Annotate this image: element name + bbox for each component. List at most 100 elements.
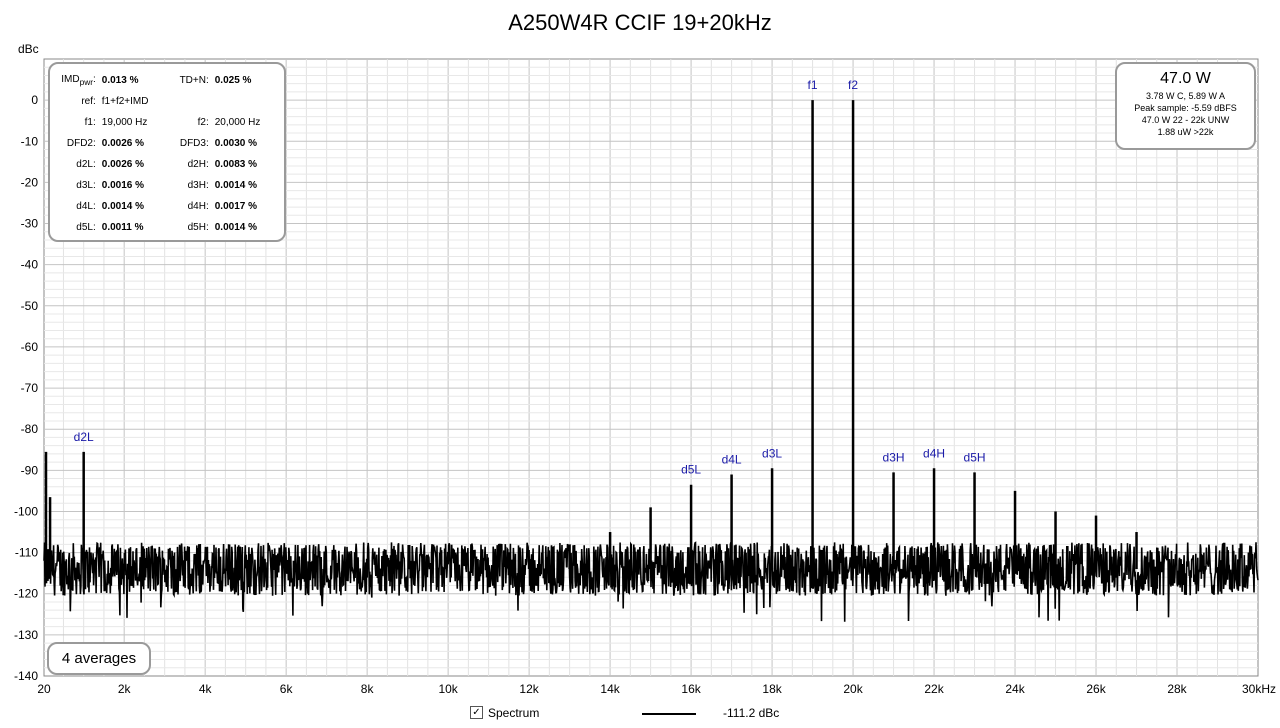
stats-key: d4L:	[76, 201, 96, 212]
stats-key: DFD3:	[179, 138, 209, 149]
stats-value: 19,000 Hz	[101, 117, 148, 128]
power-line-4: 1.88 uW >22k	[1157, 127, 1214, 137]
stats-value: 0.0014 %	[214, 222, 258, 233]
chart-title: A250W4R CCIF 19+20kHz	[508, 10, 772, 35]
stats-key: d3H:	[187, 180, 209, 191]
y-tick-label: -50	[21, 299, 39, 313]
x-tick-label: 18k	[762, 682, 782, 696]
y-tick-label: -100	[14, 504, 38, 518]
y-tick-label: -130	[14, 628, 38, 642]
stats-value: 0.013 %	[101, 75, 139, 86]
stats-row: IMDpwr: 0.013 % TD+N: 0.025 %	[54, 70, 284, 91]
stats-key: d3L:	[76, 180, 96, 191]
x-tick-label: 6k	[280, 682, 294, 696]
stats-value: 0.0026 %	[101, 159, 145, 170]
y-tick-label: -20	[21, 175, 39, 189]
x-tick-label: 26k	[1086, 682, 1106, 696]
stats-key: f1:	[84, 117, 96, 128]
stats-value: 0.0030 %	[214, 138, 258, 149]
peak-label: d4H	[923, 446, 945, 460]
peak-label: d5L	[681, 463, 701, 477]
peak-labels: d2L d5L d4L d3L f1 f2 d3H d4H d5H	[74, 78, 986, 477]
peak-label: f2	[848, 78, 858, 92]
legend: ✓ Spectrum -111.2 dBc	[470, 705, 810, 723]
stats-key: IMDpwr:	[54, 70, 102, 91]
stats-key: d2L:	[76, 159, 96, 170]
stats-value: f1+f2+IMD	[101, 96, 149, 107]
stats-row: f1: 19,000 Hz f2: 20,000 Hz	[54, 112, 284, 133]
y-tick-label: -70	[21, 381, 39, 395]
stats-key-main: IMD	[61, 74, 80, 85]
y-axis-ticks: 0 -10 -20 -30 -40 -50 -60 -70 -80 -90 -100 -110 -120…	[14, 93, 38, 683]
legend-line-swatch	[642, 713, 696, 715]
x-tick-label: 20	[37, 682, 51, 696]
x-tick-label: 20k	[843, 682, 863, 696]
spectrum-series	[43, 100, 1259, 622]
stats-value: 0.0016 %	[101, 180, 145, 191]
x-tick-label: 2k	[118, 682, 132, 696]
stats-key: d5H:	[187, 222, 209, 233]
stats-key: d4H:	[187, 201, 209, 212]
averages-badge: 4 averages	[47, 642, 151, 675]
y-tick-label: -140	[14, 669, 38, 683]
power-panel: 47.0 W 3.78 W C, 5.89 W A Peak sample: -…	[1115, 62, 1256, 150]
stats-row: d5L: 0.0011 % d5H: 0.0014 %	[54, 217, 284, 238]
stats-key: d2H:	[187, 159, 209, 170]
peak-label: d3H	[883, 450, 905, 464]
y-tick-label: -30	[21, 217, 39, 231]
power-line-1: 3.78 W C, 5.89 W A	[1145, 91, 1226, 101]
stats-row: d3L: 0.0016 % d3H: 0.0014 %	[54, 175, 284, 196]
stats-row: DFD2: 0.0026 % DFD3: 0.0030 %	[54, 133, 284, 154]
legend-series-name: Spectrum	[488, 706, 540, 720]
stats-key	[163, 91, 214, 112]
stats-value: 0.0017 %	[214, 201, 258, 212]
stats-value: 0.0014 %	[214, 180, 258, 191]
x-axis-ticks: 20 2k 4k 6k 8k 10k 12k 14k 16k 18k 20k 22k 24k 26k 28k…	[37, 682, 1276, 696]
stats-value: 0.0011 %	[101, 222, 144, 233]
stats-value: 0.0014 %	[101, 201, 145, 212]
stats-value	[215, 91, 284, 112]
y-axis-label: dBc	[18, 42, 39, 56]
y-tick-label: -60	[21, 340, 39, 354]
x-tick-label: 22k	[924, 682, 944, 696]
power-value: 47.0 W	[1160, 70, 1211, 87]
peak-label: d2L	[74, 430, 94, 444]
y-tick-label: -110	[15, 546, 38, 560]
stats-key: ref:	[81, 96, 96, 107]
stats-key-tail: :	[92, 74, 96, 85]
stats-row: d2L: 0.0026 % d2H: 0.0083 %	[54, 154, 284, 175]
spectrum-checkbox[interactable]: ✓	[470, 706, 483, 719]
x-tick-label: 10k	[438, 682, 458, 696]
y-tick-label: -120	[14, 587, 38, 601]
power-line-3: 47.0 W 22 - 22k UNW	[1141, 115, 1230, 125]
stats-key: DFD2:	[66, 138, 96, 149]
peak-label: d3L	[762, 446, 782, 460]
y-tick-label: 0	[31, 93, 38, 107]
x-tick-label: 8k	[361, 682, 375, 696]
x-tick-label: 16k	[681, 682, 701, 696]
y-tick-label: -10	[21, 134, 39, 148]
stats-row: d4L: 0.0014 % d4H: 0.0017 %	[54, 196, 284, 217]
peak-label: d5H	[964, 450, 986, 464]
stats-value: 0.025 %	[214, 75, 252, 86]
peak-label: f1	[808, 78, 818, 92]
stats-key: TD+N:	[179, 75, 209, 86]
x-tick-label: 28k	[1167, 682, 1187, 696]
x-tick-label: 24k	[1005, 682, 1025, 696]
y-tick-label: -40	[21, 258, 39, 272]
y-tick-label: -80	[21, 422, 39, 436]
imd-stats-table: IMDpwr: 0.013 % TD+N: 0.025 % ref: f1+f2+IMD f…	[54, 70, 284, 238]
stats-row: ref: f1+f2+IMD	[54, 91, 284, 112]
x-tick-label: 12k	[519, 682, 539, 696]
stats-value: 0.0083 %	[214, 159, 258, 170]
x-tick-label: 30kHz	[1242, 682, 1276, 696]
y-tick-label: -90	[21, 463, 39, 477]
stats-value: 0.0026 %	[101, 138, 145, 149]
x-tick-label: 14k	[600, 682, 620, 696]
legend-series-value: -111.2 dBc	[723, 706, 780, 720]
stats-key: d5L:	[76, 222, 96, 233]
stats-key: f2:	[197, 117, 209, 128]
x-tick-label: 4k	[199, 682, 213, 696]
stats-key-sub: pwr	[79, 77, 93, 87]
imd-stats-panel: IMDpwr: 0.013 % TD+N: 0.025 % ref: f1+f2+IMD f…	[48, 62, 286, 242]
